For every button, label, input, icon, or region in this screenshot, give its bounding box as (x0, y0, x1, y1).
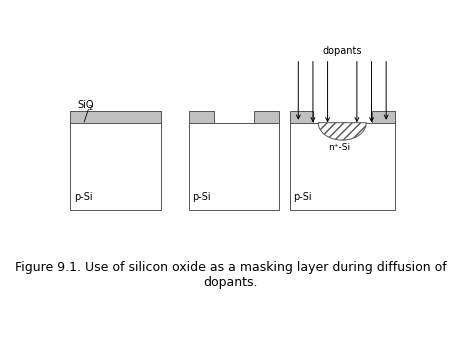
Bar (70, 111, 161, 210)
Polygon shape (318, 123, 366, 140)
Bar (254, 111, 279, 123)
Text: SiO: SiO (77, 99, 94, 110)
Bar (189, 123, 279, 210)
Text: dopants: dopants (323, 46, 362, 56)
Text: n⁺-Si: n⁺-Si (328, 143, 350, 152)
Text: Figure 9.1. Use of silicon oxide as a masking layer during diffusion of
dopants.: Figure 9.1. Use of silicon oxide as a ma… (15, 261, 446, 289)
Text: p-Si: p-Si (293, 192, 312, 202)
Text: p-Si: p-Si (74, 192, 92, 202)
Text: 2: 2 (89, 104, 93, 111)
Bar (372, 111, 395, 123)
Bar (70, 111, 161, 123)
Bar (290, 123, 395, 210)
Bar (189, 111, 214, 123)
Bar (290, 111, 313, 123)
Text: p-Si: p-Si (192, 192, 211, 202)
